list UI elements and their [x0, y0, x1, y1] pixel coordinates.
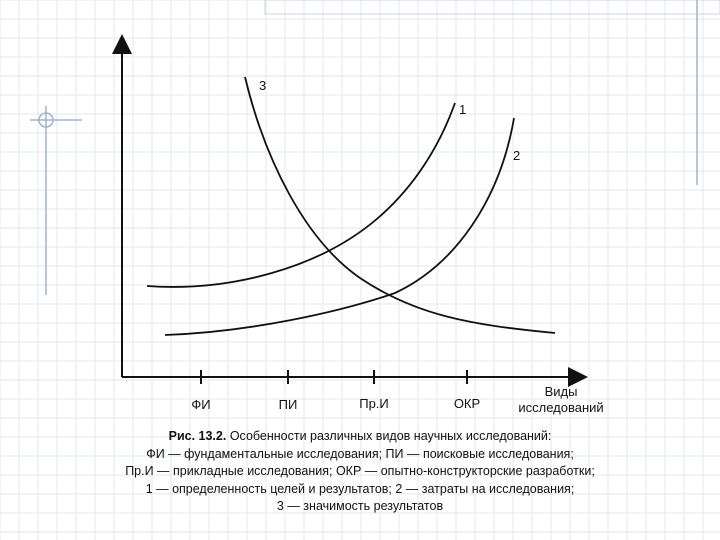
curve-label-2: 2 — [513, 148, 520, 163]
figure-caption: Рис. 13.2. Особенности различных видов н… — [60, 428, 660, 516]
caption-title-rest: Особенности различных видов научных иссл… — [229, 429, 552, 443]
tick-label-fi: ФИ — [191, 397, 210, 412]
x-axis-label-line1: Виды — [545, 384, 578, 399]
caption-line-3: Пр.И — прикладные исследования; ОКР — оп… — [125, 464, 595, 478]
x-axis-label-line2: исследований — [518, 400, 603, 415]
caption-line-5: 3 — значимость результатов — [276, 499, 444, 513]
curve-3-significance — [244, 76, 556, 334]
caption-line-2: ФИ — фундаментальные исследования; ПИ — … — [146, 446, 574, 461]
caption-title: Рис. 13.2. — [168, 429, 227, 443]
curve-label-1: 1 — [459, 102, 466, 117]
tick-label-pi: ПИ — [279, 397, 298, 412]
left-accent-circle — [38, 112, 54, 128]
caption-line-4: 1 — определенность целей и результатов; … — [145, 481, 575, 496]
top-right-grid-patch — [264, 0, 720, 15]
tick-label-pri: Пр.И — [359, 396, 389, 411]
curve-1-certainty — [146, 102, 456, 288]
curve-label-3: 3 — [259, 78, 266, 93]
caption-line-1: Рис. 13.2. Особенности различных видов н… — [60, 428, 660, 446]
tick-label-okr: ОКР — [454, 396, 480, 411]
curve-2-costs — [164, 117, 515, 336]
